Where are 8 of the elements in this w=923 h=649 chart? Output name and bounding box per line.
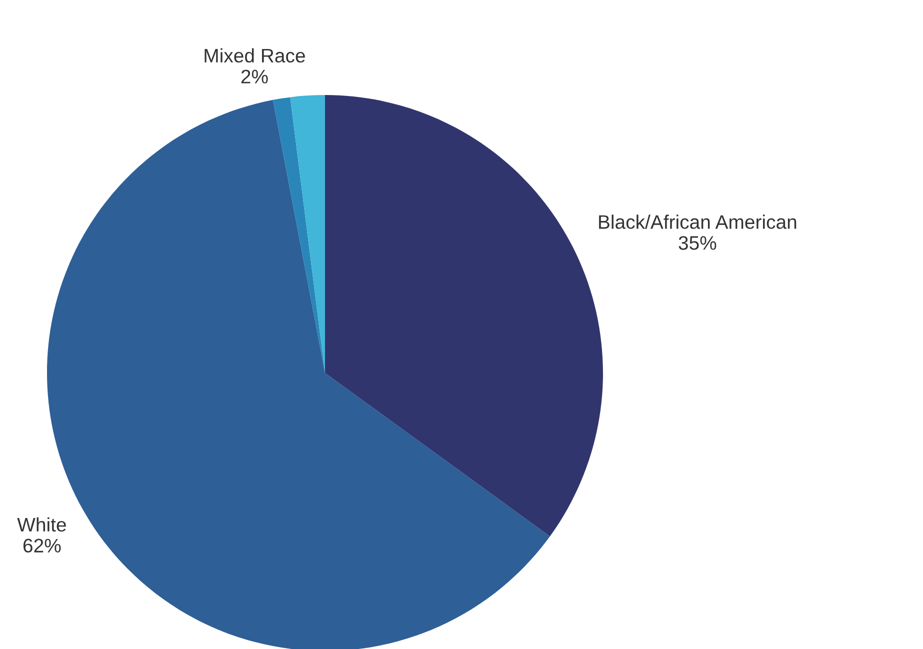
data-label: 2%	[241, 70, 268, 84]
pie-slice	[290, 95, 325, 373]
slice-label: Mixed Race	[204, 48, 305, 63]
slice-label: White	[17, 517, 66, 532]
slice-label: Black/African American	[599, 214, 796, 229]
pie-slice	[272, 97, 325, 373]
data-label: 62%	[23, 538, 61, 553]
data-label: 35%	[678, 236, 716, 250]
